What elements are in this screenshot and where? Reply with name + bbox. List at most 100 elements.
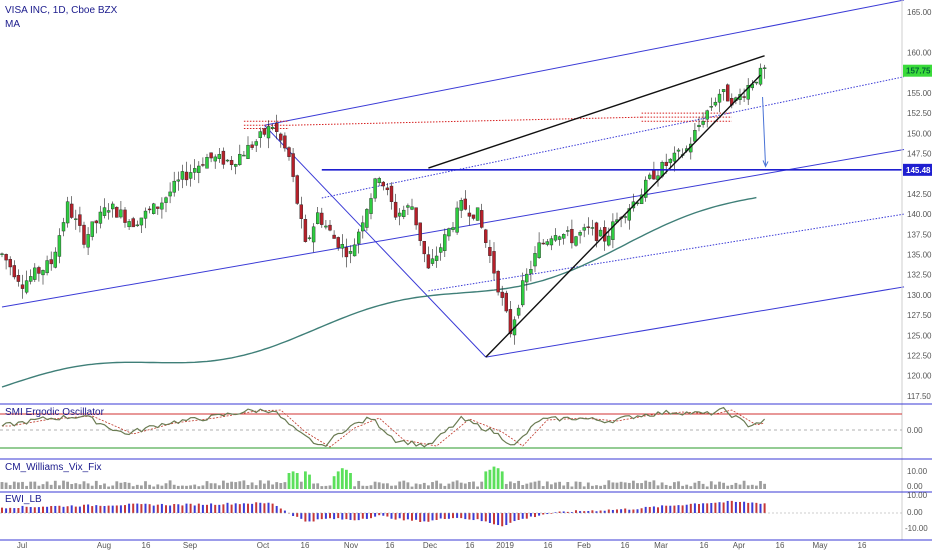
ewi-bar <box>525 513 528 519</box>
ewi-bar <box>550 513 553 514</box>
vix-bar <box>361 485 365 489</box>
vix-bar <box>509 481 512 489</box>
vix-bar <box>623 482 627 489</box>
candle-body <box>496 271 500 293</box>
vix-bar <box>472 481 475 489</box>
vix-bar <box>640 483 643 489</box>
vix-bar <box>390 485 393 489</box>
vix-bar <box>201 485 205 489</box>
ewi-bar <box>218 504 221 513</box>
candle-body <box>418 222 422 241</box>
vix-bar <box>115 481 119 489</box>
price-tick-label: 120.00 <box>907 372 932 381</box>
vix-bar <box>578 481 582 489</box>
ewi-bar <box>415 513 418 520</box>
candle-body <box>746 85 750 100</box>
candle-body <box>184 171 189 181</box>
vix-bar <box>353 486 356 489</box>
ewi-bar <box>255 502 258 513</box>
vix-bar <box>156 484 160 489</box>
ewi-bar <box>13 508 16 513</box>
ewi-bar <box>509 513 512 523</box>
vix-bar <box>45 481 49 489</box>
candle-body <box>717 93 722 103</box>
ewi-bar <box>230 504 233 513</box>
ewi-bar <box>726 500 729 513</box>
rising-wedge-upper <box>428 55 765 169</box>
candle-body <box>582 227 586 231</box>
vix-bar <box>414 483 418 489</box>
candle-body <box>229 159 234 166</box>
ewi-bar <box>91 506 94 513</box>
vix-bar <box>70 484 74 489</box>
candle-body <box>713 101 718 106</box>
vix-bar <box>94 480 98 489</box>
candle-body <box>246 144 250 159</box>
candle-body <box>324 225 328 228</box>
ewi-bar <box>636 509 639 513</box>
ewi-bar <box>263 503 266 513</box>
candle-body <box>98 211 103 224</box>
ewi-bar <box>611 509 614 513</box>
candle-body <box>316 212 320 224</box>
candle-body <box>287 147 291 157</box>
candle-body <box>20 284 25 289</box>
ewi-bar <box>681 505 684 513</box>
candle-body <box>516 307 521 316</box>
ewi-bar <box>743 501 746 513</box>
candle-body <box>344 247 349 258</box>
ewi-bar <box>685 504 688 513</box>
ewi-bar <box>1 507 3 513</box>
candle-body <box>467 212 472 217</box>
ewi-bar <box>698 503 700 513</box>
vix-bar <box>107 486 110 489</box>
candle-body <box>12 265 17 278</box>
candle-body <box>102 207 107 216</box>
candle-body <box>455 207 459 233</box>
vix-bar <box>275 482 279 489</box>
candle-body <box>8 259 12 268</box>
ewi-bar <box>488 513 491 523</box>
candle-body <box>652 170 656 180</box>
lower-dotted-channel <box>428 213 905 292</box>
vix-bar <box>279 483 283 489</box>
ewi-bar <box>546 513 549 515</box>
price-axis: 165.00 160.00 155.00 152.50 150.00 147.50 142.… <box>901 0 932 540</box>
candle-body <box>451 227 455 230</box>
vix-bar <box>205 481 209 489</box>
lower-channel-line <box>485 286 905 358</box>
vix-bar <box>566 482 570 489</box>
ewi-bar <box>616 509 618 513</box>
candle-body <box>262 128 267 135</box>
vix-bar <box>127 482 131 489</box>
ewi-bar <box>435 513 438 520</box>
ewi-bar <box>402 513 405 521</box>
ewi-bar <box>95 505 98 513</box>
candle-body <box>475 207 480 221</box>
smi-main-line <box>1 406 766 448</box>
ewi-bar <box>189 503 192 513</box>
ewi-bar <box>62 506 65 513</box>
vix-bar <box>263 483 266 489</box>
ewi-bar <box>460 513 463 519</box>
resistance-zone-dotted <box>243 112 732 129</box>
ewi-bar <box>33 507 36 513</box>
vix-bar <box>504 483 508 489</box>
ewi-bar <box>353 513 356 521</box>
vix-bar <box>722 482 725 489</box>
ewi-bar <box>181 505 184 513</box>
price-tick-label: 127.50 <box>907 311 932 320</box>
ewi-bar <box>136 503 139 513</box>
vix-bar <box>299 481 303 489</box>
vix-bar <box>197 486 201 489</box>
ewi-bar <box>329 513 331 519</box>
candle-body <box>57 235 62 257</box>
ewi-bar <box>312 513 315 522</box>
ewi-bar <box>29 507 32 513</box>
price-tick-label: 142.50 <box>907 190 932 199</box>
price-tick-label: 117.50 <box>907 392 931 401</box>
ewi-bar <box>562 511 565 513</box>
candle-body <box>459 200 463 211</box>
candle-body <box>361 222 365 232</box>
